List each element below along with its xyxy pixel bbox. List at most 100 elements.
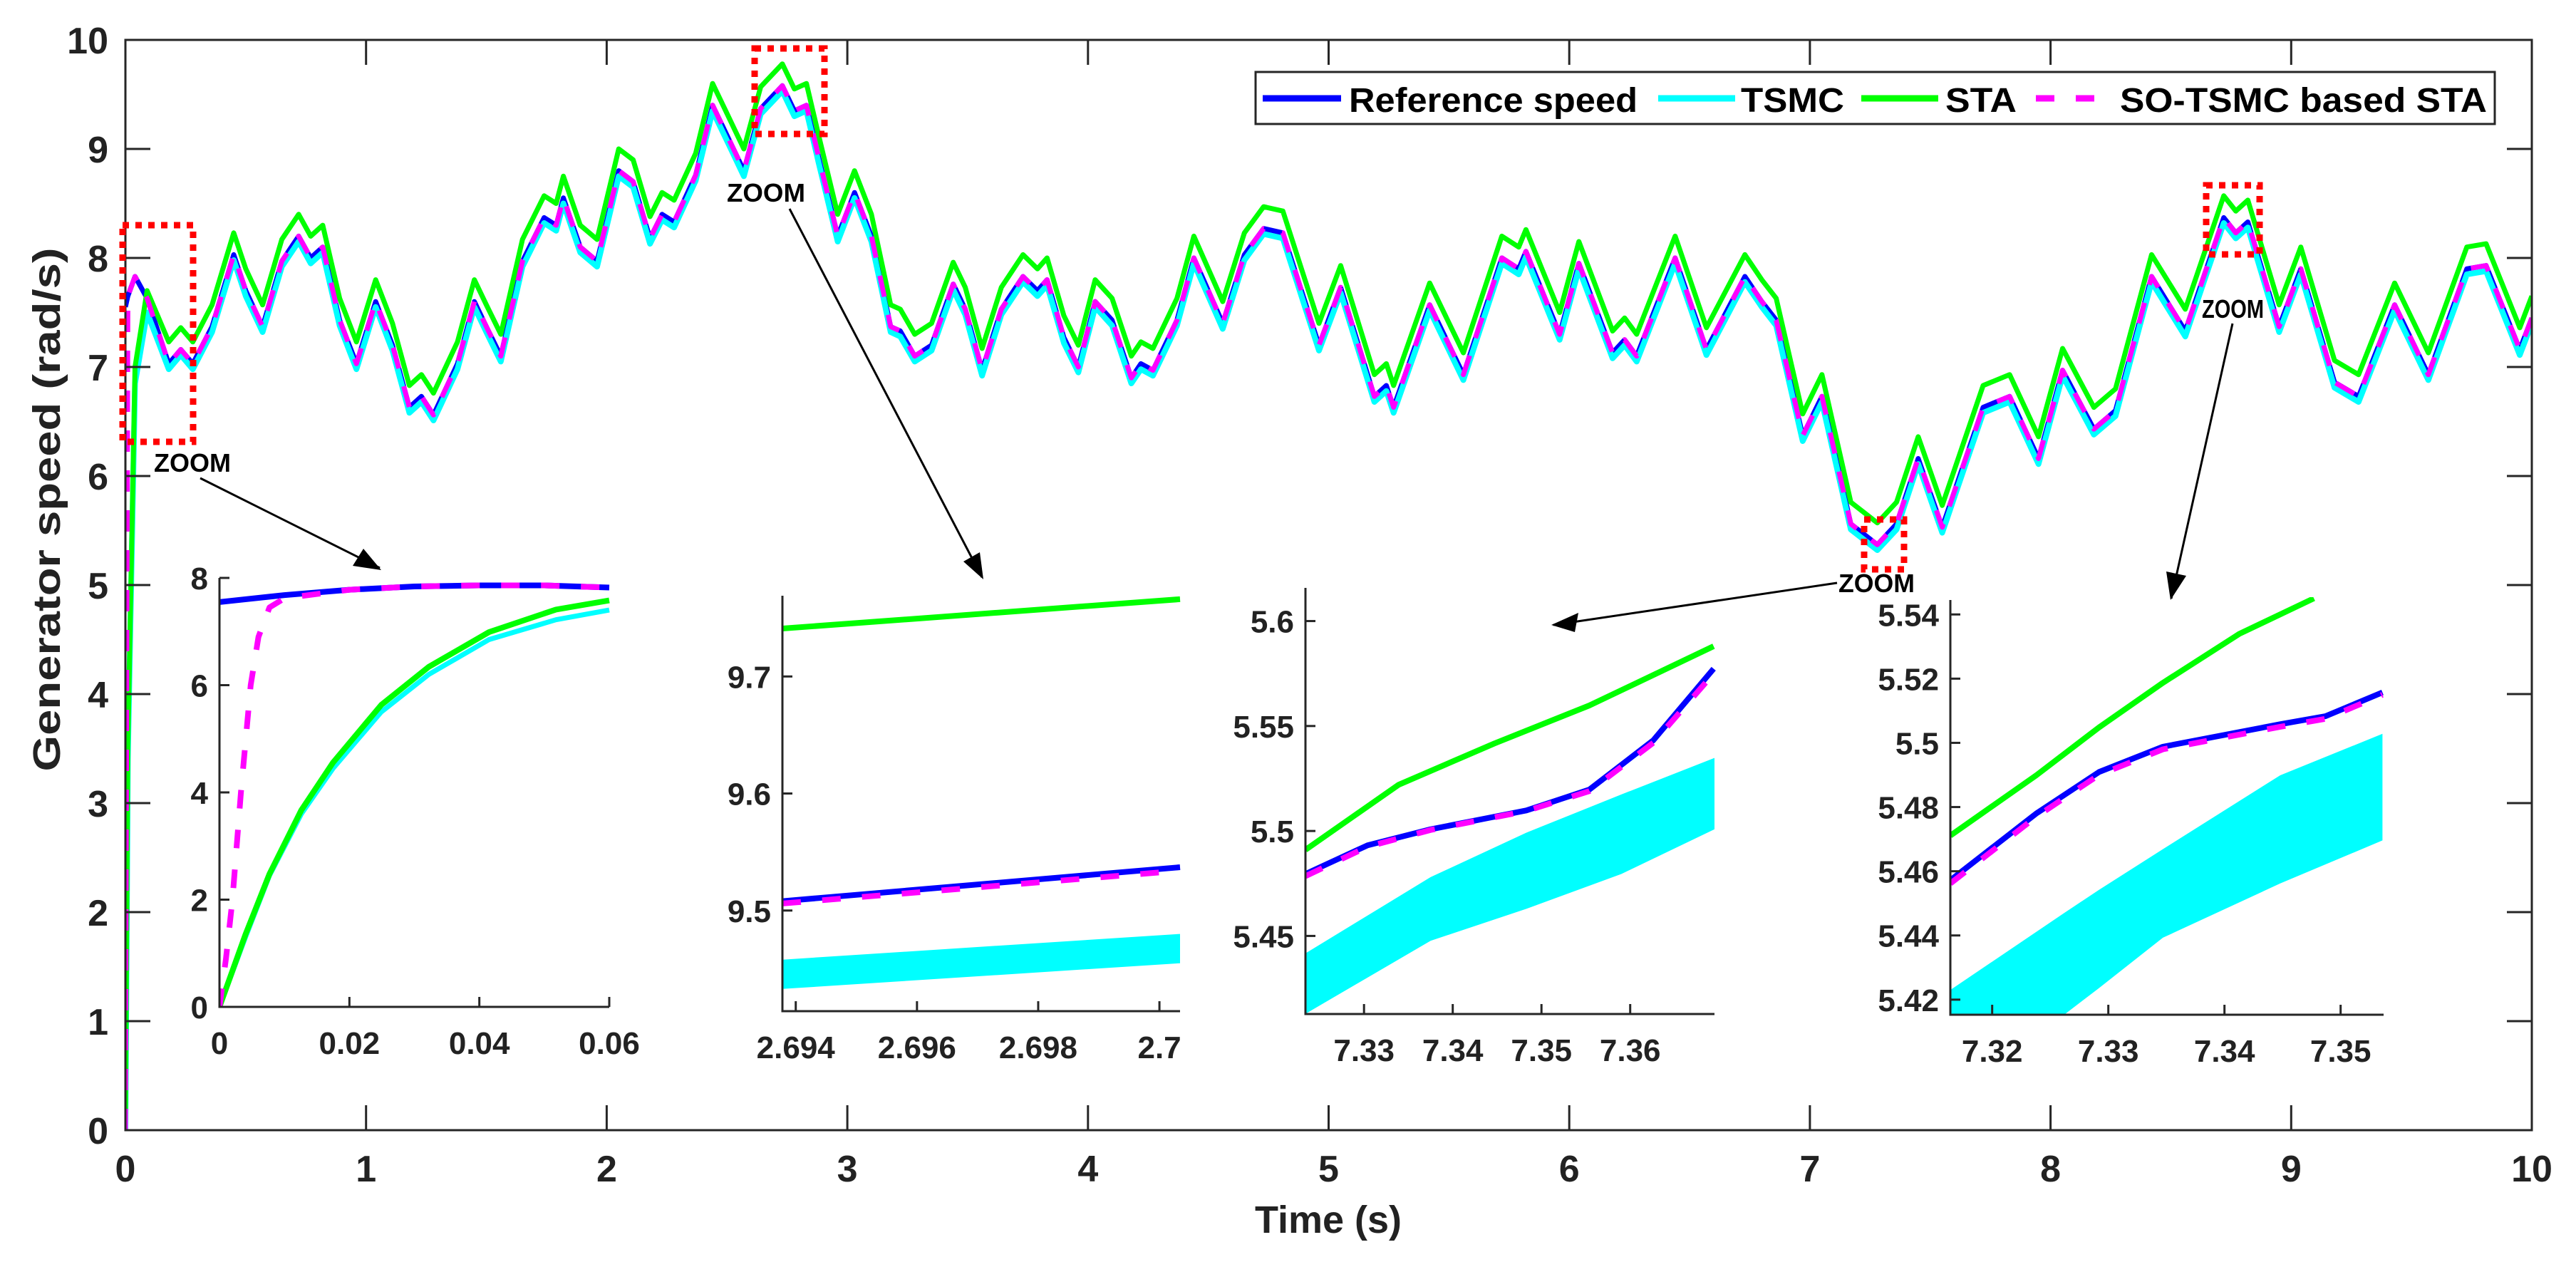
inset-y-tick-label: 4 — [191, 776, 209, 811]
legend-label-tsmc: TSMC — [1741, 82, 1844, 120]
inset-y-tick-label: 5.5 — [1251, 814, 1294, 849]
inset-series — [782, 596, 1181, 989]
inset-y-tick-label: 5.6 — [1251, 605, 1294, 640]
inset-x-tick-label: 2.694 — [757, 1030, 836, 1065]
inset-x-tick-label: 7.35 — [2310, 1034, 2371, 1069]
inset-x-tick-label: 7.33 — [2078, 1034, 2139, 1069]
inset-series — [219, 582, 610, 1007]
inset-x-tick-label: 2.7 — [1137, 1030, 1181, 1065]
x-tick-label: 10 — [2511, 1149, 2552, 1190]
inset-y-tick-label: 5.52 — [1878, 662, 1939, 697]
zoom-label: ZOOM — [1838, 569, 1915, 598]
series-band-tsmc — [1950, 733, 2383, 1015]
inset-y-tick-label: 5.5 — [1895, 726, 1939, 761]
inset-x-tick-label: 7.33 — [1333, 1033, 1395, 1068]
series-line-sta — [1305, 643, 1715, 852]
zoom-insets: 0 0.02 0.04 0.06 0 2 4 6 8 2.694 2.696 2.698 2.7 9.5 9… — [191, 562, 2384, 1069]
series-line-reference-speed — [1305, 666, 1716, 877]
zoom-box-startup — [119, 222, 197, 445]
x-axis-label: Time (s) — [1255, 1199, 1402, 1241]
zoom-arrows — [200, 208, 2234, 632]
inset-y-tick-label: 9.5 — [728, 894, 771, 929]
x-tick-label: 8 — [2040, 1149, 2061, 1190]
inset-y-tick-label: 2 — [191, 884, 208, 919]
arrow-line — [2170, 323, 2234, 599]
zoom-box-late-peak — [2203, 182, 2263, 258]
inset-series — [1305, 643, 1716, 1014]
series-line-sta — [125, 61, 2532, 1130]
x-tick-label: 4 — [1077, 1149, 1098, 1190]
series-band-tsmc — [782, 933, 1180, 989]
legend: Reference speed TSMC STA SO-TSMC based S… — [1254, 71, 2496, 125]
inset-y-tick-label: 5.44 — [1878, 919, 1939, 954]
zoom-inset-2: 2.694 2.696 2.698 2.7 9.5 9.6 9.7 — [728, 596, 1181, 1065]
x-tick-label: 0 — [115, 1149, 136, 1190]
zoom-inset-3: 7.33 7.34 7.35 7.36 5.45 5.5 5.55 5.6 — [1233, 588, 1716, 1068]
series-band-tsmc — [1305, 757, 1714, 1014]
inset-y-tick-label: 8 — [191, 562, 208, 596]
x-tick-label: 5 — [1318, 1149, 1339, 1190]
zoom-box-dip — [1861, 516, 1908, 573]
y-tick-label: 9 — [88, 130, 108, 171]
series-line-so-tsmc-based-sta — [1950, 692, 2384, 886]
x-tick-label: 9 — [2281, 1149, 2302, 1190]
inset-y-tick-label: 6 — [191, 669, 208, 704]
arrow-line — [200, 477, 381, 569]
zoom-inset-4: 7.32 7.33 7.34 7.35 5.42 5.44 5.46 5.48 5.5 5.52 5… — [1878, 597, 2384, 1069]
inset-x-tick-label: 2.698 — [999, 1030, 1077, 1065]
inset-x-tick-label: 7.34 — [2194, 1034, 2255, 1069]
zoom-inset-1: 0 0.02 0.04 0.06 0 2 4 6 8 — [191, 562, 640, 1061]
series-line-so-tsmc-based-sta — [782, 867, 1181, 906]
series-line-so-tsmc-based-sta — [219, 582, 610, 1007]
y-tick-label: 1 — [88, 1002, 108, 1043]
main-plot-series — [125, 61, 2532, 1130]
inset-y-tick-label: 9.6 — [728, 777, 771, 812]
inset-x-tick-label: 7.36 — [1600, 1033, 1661, 1068]
inset-y-tick-label: 5.48 — [1878, 791, 1939, 826]
series-line-sta — [219, 597, 610, 1007]
y-axis-label: Generator speed (rad/s) — [26, 248, 68, 772]
inset-x-tick-label: 0 — [211, 1026, 228, 1061]
legend-label-so-tsmc-sta: SO-TSMC based STA — [2120, 82, 2487, 120]
inset-y-tick-label: 5.45 — [1233, 919, 1294, 954]
inset-y-tick-label: 5.55 — [1233, 710, 1294, 745]
inset-background — [219, 578, 609, 1007]
inset-x-tick-label: 7.35 — [1511, 1033, 1572, 1068]
zoom-label: ZOOM — [727, 178, 805, 207]
arrow-head-icon — [353, 549, 381, 570]
arrow-head-icon — [963, 552, 983, 579]
inset-y-tick-label: 5.42 — [1878, 983, 1939, 1018]
zoom-label: ZOOM — [154, 448, 231, 477]
arrow-line — [1553, 581, 1838, 626]
inset-x-tick-label: 0.06 — [579, 1026, 640, 1061]
y-tick-label: 8 — [88, 239, 108, 280]
inset-x-tick-label: 2.696 — [878, 1030, 956, 1065]
series-line-sta — [1950, 597, 2315, 838]
zoom-label: ZOOM — [2202, 294, 2264, 324]
series-line-sta — [782, 596, 1181, 631]
y-tick-label: 2 — [88, 893, 108, 934]
x-tick-label: 7 — [1799, 1149, 1820, 1190]
inset-series — [1950, 597, 2384, 1015]
x-tick-label: 1 — [356, 1149, 376, 1190]
inset-axes — [1949, 600, 2384, 1016]
y-tick-label: 10 — [67, 21, 108, 62]
inset-x-tick-label: 0.04 — [449, 1026, 510, 1061]
y-tick-label: 3 — [88, 784, 108, 825]
y-tick-label: 4 — [88, 675, 108, 716]
series-line-reference-speed — [782, 864, 1181, 904]
legend-label-reference: Reference speed — [1349, 82, 1638, 120]
x-tick-label: 6 — [1559, 1149, 1580, 1190]
arrow-line — [788, 208, 983, 578]
inset-axes — [1304, 588, 1714, 1015]
y-tick-label: 0 — [88, 1111, 108, 1152]
inset-y-tick-label: 9.7 — [728, 660, 771, 695]
y-tick-label: 6 — [88, 457, 108, 498]
inset-axes — [781, 596, 1180, 1013]
arrow-head-icon — [1551, 613, 1578, 632]
arrow-head-icon — [2166, 571, 2186, 600]
legend-label-sta: STA — [1945, 82, 2017, 120]
inset-x-tick-label: 0.02 — [319, 1026, 381, 1061]
inset-x-tick-label: 7.32 — [1962, 1034, 2023, 1069]
